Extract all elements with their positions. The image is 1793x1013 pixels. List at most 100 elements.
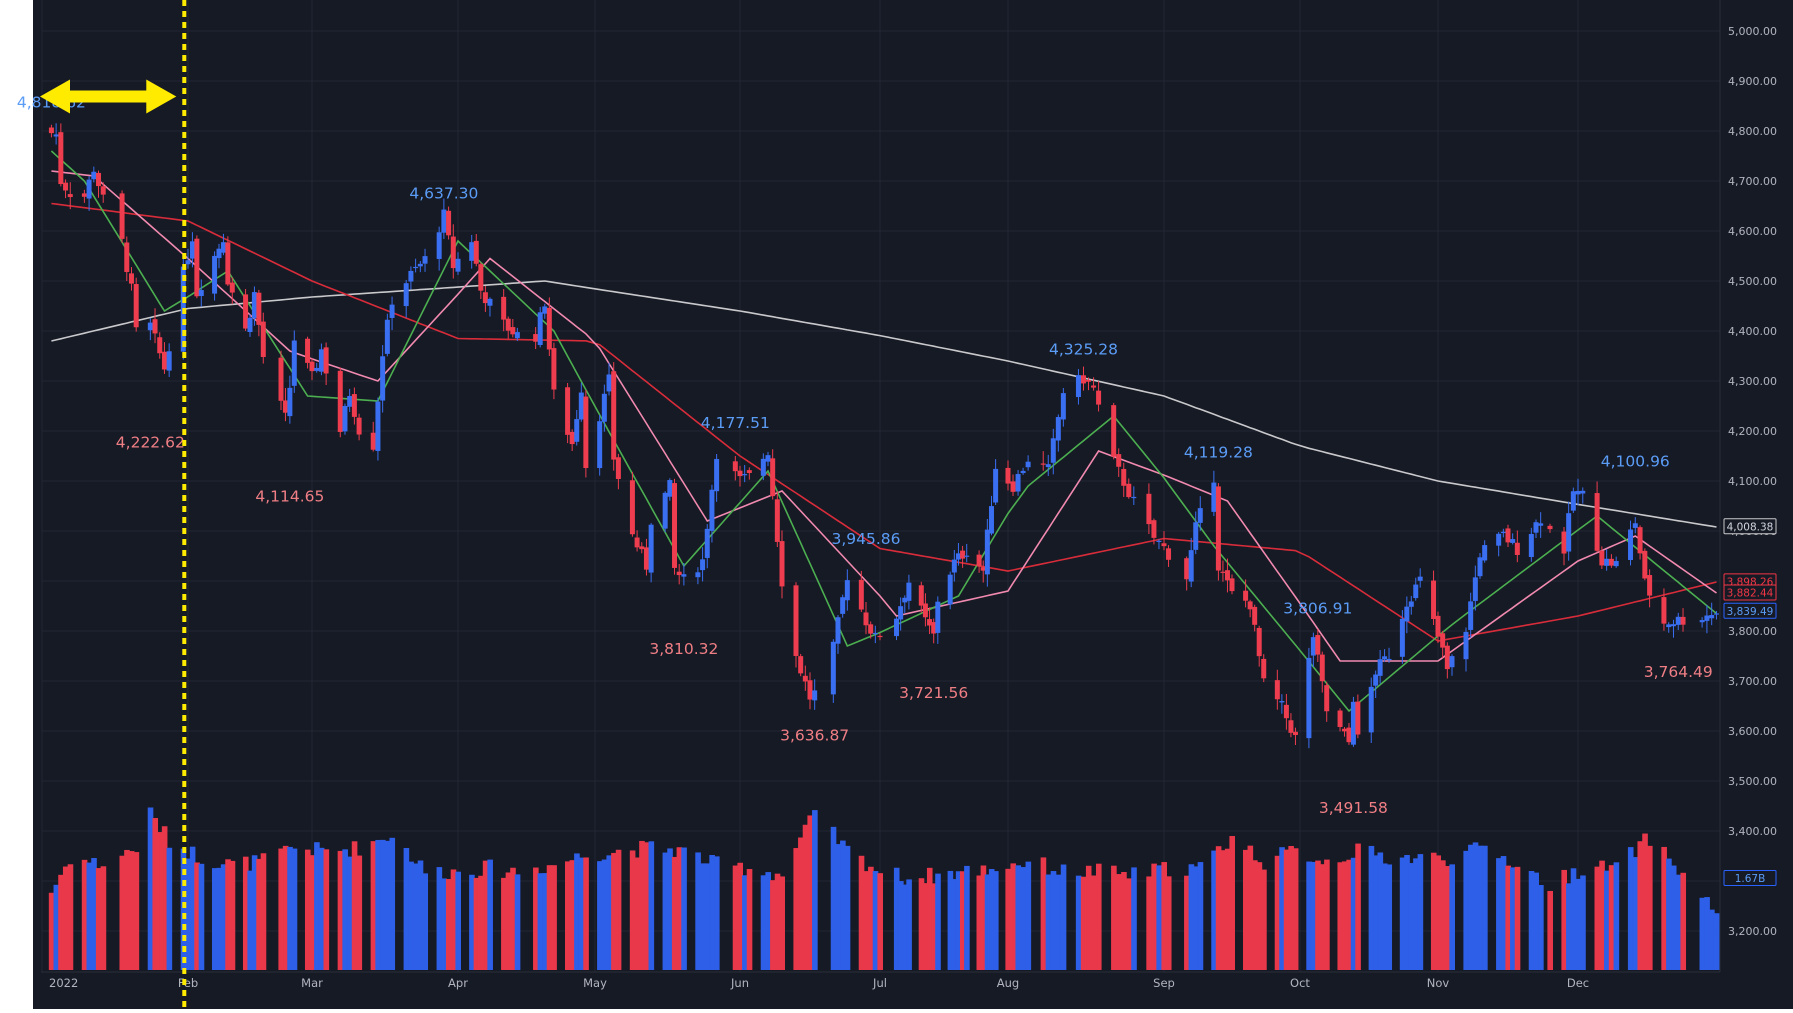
volume-bar (1413, 858, 1419, 970)
candle-body (1346, 727, 1352, 743)
volume-bar (1292, 848, 1299, 970)
candle (356, 413, 362, 441)
candle-body (951, 559, 957, 573)
candle-body (894, 618, 900, 637)
candle-body (1675, 616, 1681, 625)
candle-body (314, 367, 320, 371)
candle-body (161, 351, 167, 370)
time-axis-tick-label: Jun (730, 976, 749, 990)
volume-bar (1261, 869, 1267, 970)
candle (746, 467, 752, 480)
candle-body (482, 292, 488, 304)
candle-body (1642, 550, 1648, 579)
volume-bar (152, 818, 159, 970)
candle-body (1256, 627, 1262, 657)
volume-bar (714, 856, 720, 970)
price-axis-tick-label: 3,800.00 (1728, 625, 1777, 638)
candle-body (918, 585, 924, 606)
volume-bar (1704, 897, 1710, 970)
moving-average-line (51, 280, 1717, 528)
candle (1346, 722, 1352, 745)
volume-bar (194, 862, 200, 970)
candle (1211, 470, 1217, 517)
volume-bar (565, 861, 571, 970)
volume-bar (1580, 875, 1586, 970)
candle-body (337, 370, 343, 432)
candle (67, 182, 73, 210)
candle (807, 672, 813, 710)
volume-bar (384, 840, 391, 970)
candle (872, 625, 878, 644)
volume-bar (863, 871, 869, 970)
candle (551, 342, 557, 400)
candle-body (1440, 633, 1446, 648)
candle-body (1647, 575, 1653, 596)
volume-bar (1373, 855, 1379, 970)
chart-background (33, 0, 1793, 1009)
candle (478, 262, 484, 299)
candle-body (1377, 659, 1383, 676)
candle (422, 248, 428, 272)
candle-body (793, 585, 799, 656)
candle (1020, 467, 1026, 475)
candle (774, 491, 780, 548)
candle-body (1161, 543, 1167, 547)
volume-bar (198, 863, 205, 970)
candle (1315, 629, 1321, 663)
candle-body (964, 555, 970, 557)
candle-body (551, 348, 557, 390)
volume-bar (1060, 864, 1067, 970)
candle (48, 124, 54, 138)
volume-bar (935, 873, 941, 970)
candle (1368, 677, 1374, 744)
candle (63, 179, 69, 199)
candle (318, 343, 324, 376)
candle (212, 251, 218, 301)
volume-bar (216, 867, 222, 970)
price-axis-tick-label: 4,300.00 (1728, 375, 1777, 388)
candle (1055, 414, 1061, 452)
price-badge: 3,882.44 (1723, 584, 1777, 601)
candle (951, 549, 957, 582)
candle (1637, 525, 1643, 560)
candle-body (578, 392, 584, 420)
candle-body (868, 624, 874, 634)
candle-body (212, 255, 218, 294)
candle (436, 226, 442, 271)
volume-bar (574, 853, 580, 970)
candle (96, 170, 102, 198)
candle-body (863, 612, 869, 626)
candle-body (662, 492, 668, 529)
volume-bar (1632, 857, 1639, 970)
volume-bar (157, 832, 163, 970)
candle (450, 224, 456, 279)
candle (918, 581, 924, 613)
volume-bar (1197, 862, 1204, 970)
candle-body (980, 567, 986, 571)
candle-body (542, 306, 548, 314)
candle (1288, 713, 1294, 738)
candle (1449, 654, 1455, 676)
candle-body (216, 248, 222, 259)
candle-body (695, 572, 701, 578)
candle (955, 543, 961, 566)
price-axis-tick-label: 3,700.00 (1728, 675, 1777, 688)
candle-body (1505, 528, 1511, 543)
candle (898, 597, 904, 631)
candle-body (1247, 601, 1253, 610)
candle-body (1382, 656, 1388, 660)
candle (1015, 469, 1021, 496)
volume-bar (422, 873, 429, 970)
candle-body (667, 480, 673, 497)
volume-bar (260, 853, 267, 970)
candle (1666, 622, 1672, 633)
candle (185, 248, 191, 269)
volume-bar (1116, 874, 1122, 970)
price-annotation: 4,114.65 (255, 488, 324, 506)
date-range-double-arrow (40, 79, 177, 114)
volume-bar (597, 861, 603, 970)
volume-bar (380, 839, 386, 970)
candle (1444, 642, 1450, 679)
volume-bar (309, 855, 315, 970)
candle (1184, 556, 1190, 591)
